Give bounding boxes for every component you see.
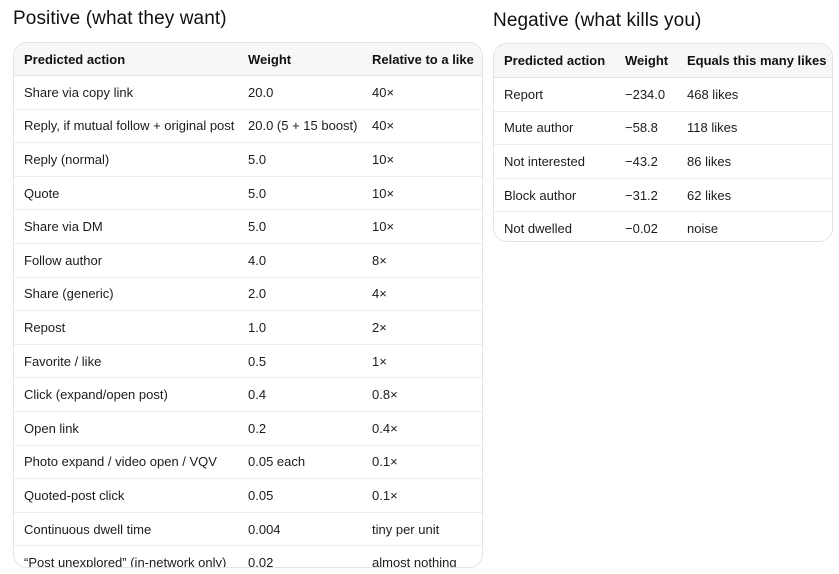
table-row: Open link 0.2 0.4×: [14, 411, 482, 446]
table-row: Favorite / like 0.5 1×: [14, 344, 482, 379]
table-header-row: Predicted action Weight Equals this many…: [494, 44, 832, 78]
table-row: Reply (normal) 5.0 10×: [14, 142, 482, 177]
action-cell: “Post unexplored” (in-network only): [24, 555, 227, 568]
column-header-weight: Weight: [238, 43, 362, 76]
relative-cell: 40×: [362, 109, 482, 144]
equals-likes-cell: 86 likes: [677, 144, 832, 179]
action-cell: Block author: [494, 178, 615, 213]
relative-cell: tiny per unit: [362, 512, 482, 547]
action-cell: Reply (normal): [14, 142, 238, 177]
equals-likes-cell: 118 likes: [677, 111, 832, 146]
action-cell: Report: [494, 77, 615, 112]
weight-cell: −58.8: [615, 111, 677, 146]
equals-likes-cell: 468 likes: [677, 77, 832, 112]
weight-cell: 2.0: [238, 277, 362, 312]
negative-table-card: Predicted action Weight Equals this many…: [493, 43, 833, 242]
relative-cell: 0.1×: [362, 445, 482, 480]
weight-cell: −234.0: [615, 77, 677, 112]
action-cell: Quote: [14, 176, 238, 211]
table-row: Continuous dwell time 0.004 tiny per unit: [14, 512, 482, 547]
table-row: Share via copy link 20.0 40×: [14, 75, 482, 110]
weight-cell: 0.02: [248, 555, 274, 568]
positive-table-card: Predicted action Weight Relative to a li…: [13, 42, 483, 568]
relative-cell: 10×: [362, 142, 482, 177]
weight-cell: 0.2: [238, 411, 362, 446]
weight-cell: 20.0 (5 + 15 boost): [238, 109, 362, 144]
table-row: Share (generic) 2.0 4×: [14, 277, 482, 312]
table-row: Quote 5.0 10×: [14, 176, 482, 211]
negative-weights-table: Predicted action Weight Equals this many…: [494, 44, 832, 242]
table-row: “Post unexplored” (in-network only) 0.02 a…: [14, 546, 482, 568]
action-cell: Quoted-post click: [14, 478, 238, 513]
weight-cell: 1.0: [238, 310, 362, 345]
positive-weights-table: Predicted action Weight Relative to a li…: [14, 43, 482, 568]
action-cell: Repost: [14, 310, 238, 345]
table-row: Report −234.0 468 likes: [494, 77, 832, 112]
weight-cell: 0.4: [238, 377, 362, 412]
relative-cell: 8×: [362, 243, 482, 278]
table-row: Not interested −43.2 86 likes: [494, 144, 832, 179]
action-cell: Reply, if mutual follow + original post: [14, 109, 238, 144]
relative-cell: almost nothing: [372, 555, 457, 568]
table-row: Block author −31.2 62 likes: [494, 178, 832, 213]
negative-table-body: Report −234.0 468 likes Mute author −58.8 118…: [494, 77, 832, 242]
weight-cell: 5.0: [238, 209, 362, 244]
column-header-predicted-action: Predicted action: [494, 44, 615, 78]
relative-cell: 4×: [362, 277, 482, 312]
weight-cell: 0.05: [238, 478, 362, 513]
relative-cell: 0.8×: [362, 377, 482, 412]
positive-table-body: Share via copy link 20.0 40× Reply, if mutu…: [14, 75, 482, 568]
relative-cell: 0.4×: [362, 411, 482, 446]
table-row: Repost 1.0 2×: [14, 310, 482, 345]
weight-cell: −31.2: [615, 178, 677, 213]
relative-cell: 2×: [362, 310, 482, 345]
column-header-relative-to-like: Relative to a like: [362, 43, 482, 76]
table-row: Click (expand/open post) 0.4 0.8×: [14, 377, 482, 412]
table-row: Photo expand / video open / VQV 0.05 each…: [14, 445, 482, 480]
action-cell: Not dwelled: [504, 221, 572, 237]
table-header-row: Predicted action Weight Relative to a li…: [14, 43, 482, 76]
column-header-equals-likes: Equals this many likes: [677, 44, 832, 78]
action-cell: Share via DM: [14, 209, 238, 244]
table-row: Not dwelled −0.02 noise: [494, 212, 832, 241]
action-cell: Open link: [14, 411, 238, 446]
table-row: Reply, if mutual follow + original post 2…: [14, 109, 482, 144]
column-header-predicted-action: Predicted action: [14, 43, 238, 76]
weight-cell: −43.2: [615, 144, 677, 179]
action-cell: Favorite / like: [14, 344, 238, 379]
column-header-weight: Weight: [615, 44, 677, 78]
table-row: Mute author −58.8 118 likes: [494, 111, 832, 146]
action-cell: Share via copy link: [14, 75, 238, 110]
action-cell: Follow author: [14, 243, 238, 278]
table-row: Quoted-post click 0.05 0.1×: [14, 478, 482, 513]
action-cell: Continuous dwell time: [14, 512, 238, 547]
action-cell: Photo expand / video open / VQV: [14, 445, 238, 480]
action-cell: Click (expand/open post): [14, 377, 238, 412]
equals-likes-cell: 62 likes: [677, 178, 832, 213]
table-row: Follow author 4.0 8×: [14, 243, 482, 278]
positive-section-title: Positive (what they want): [13, 8, 227, 29]
relative-cell: 10×: [362, 209, 482, 244]
action-cell: Not interested: [494, 144, 615, 179]
weight-cell: 5.0: [238, 142, 362, 177]
weight-cell: 0.004: [238, 512, 362, 547]
table-row: Share via DM 5.0 10×: [14, 209, 482, 244]
equals-likes-cell: noise: [687, 221, 719, 237]
weight-cell: 0.05 each: [238, 445, 362, 480]
weight-cell: −0.02: [625, 221, 658, 237]
negative-section-title: Negative (what kills you): [493, 10, 702, 31]
weight-cell: 0.5: [238, 344, 362, 379]
relative-cell: 10×: [362, 176, 482, 211]
relative-cell: 40×: [362, 75, 482, 110]
relative-cell: 0.1×: [362, 478, 482, 513]
action-cell: Mute author: [494, 111, 615, 146]
relative-cell: 1×: [362, 344, 482, 379]
weight-cell: 20.0: [238, 75, 362, 110]
weight-cell: 5.0: [238, 176, 362, 211]
action-cell: Share (generic): [14, 277, 238, 312]
weight-cell: 4.0: [238, 243, 362, 278]
